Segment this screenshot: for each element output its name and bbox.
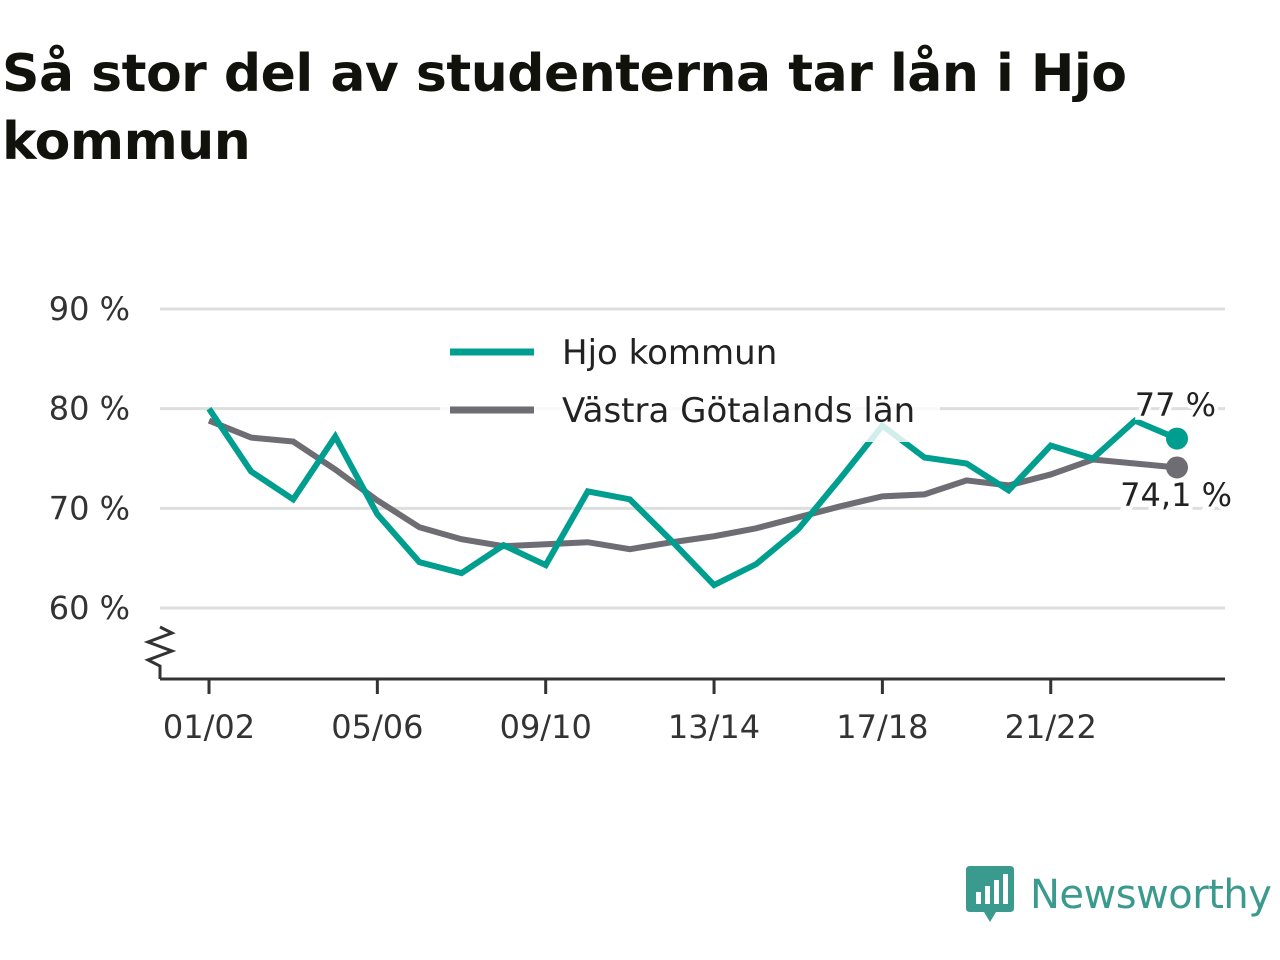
axis-break-mark <box>143 625 177 679</box>
gridlines <box>160 307 1225 610</box>
x-tick-label: 17/18 <box>836 708 928 746</box>
series-line <box>206 406 1179 589</box>
y-tick-label: 90 % <box>49 290 130 328</box>
y-axis-tick-labels: 90 % 80 % 70 % 60 % <box>49 290 130 627</box>
series-end-point <box>1166 456 1188 479</box>
legend-label: Hjo kommun <box>562 333 777 373</box>
legend: Hjo kommun Västra Götalands län <box>440 322 940 442</box>
series-end-point <box>1166 427 1188 450</box>
x-tick-label: 13/14 <box>668 708 760 746</box>
end-label-hjo: 77 % <box>1135 386 1216 424</box>
y-tick-label: 60 % <box>49 589 130 627</box>
x-tick-label: 21/22 <box>1005 708 1097 746</box>
series-lines <box>206 406 1188 589</box>
end-label-vastra-gotaland: 74,1 % <box>1120 476 1232 514</box>
x-tick-label: 01/02 <box>163 708 255 746</box>
newsworthy-logo-icon <box>966 866 1014 922</box>
x-tick-label: 05/06 <box>331 708 423 746</box>
page-title: Så stor del av studenterna tar lån i Hjo… <box>2 44 1127 172</box>
legend-label: Västra Götalands län <box>562 391 915 431</box>
legend-backdrop <box>440 322 940 442</box>
y-tick-label: 80 % <box>49 390 130 428</box>
brand-logo: Newsworthy <box>964 864 1272 926</box>
x-axis <box>143 625 1225 694</box>
x-axis-tick-labels: 01/02 05/06 09/10 13/14 17/18 21/22 <box>163 708 1097 746</box>
x-tick-label: 09/10 <box>500 708 592 746</box>
end-labels: 77 % 74,1 % <box>1116 382 1236 518</box>
y-tick-label: 70 % <box>49 489 130 527</box>
brand-name: Newsworthy <box>1030 872 1272 918</box>
